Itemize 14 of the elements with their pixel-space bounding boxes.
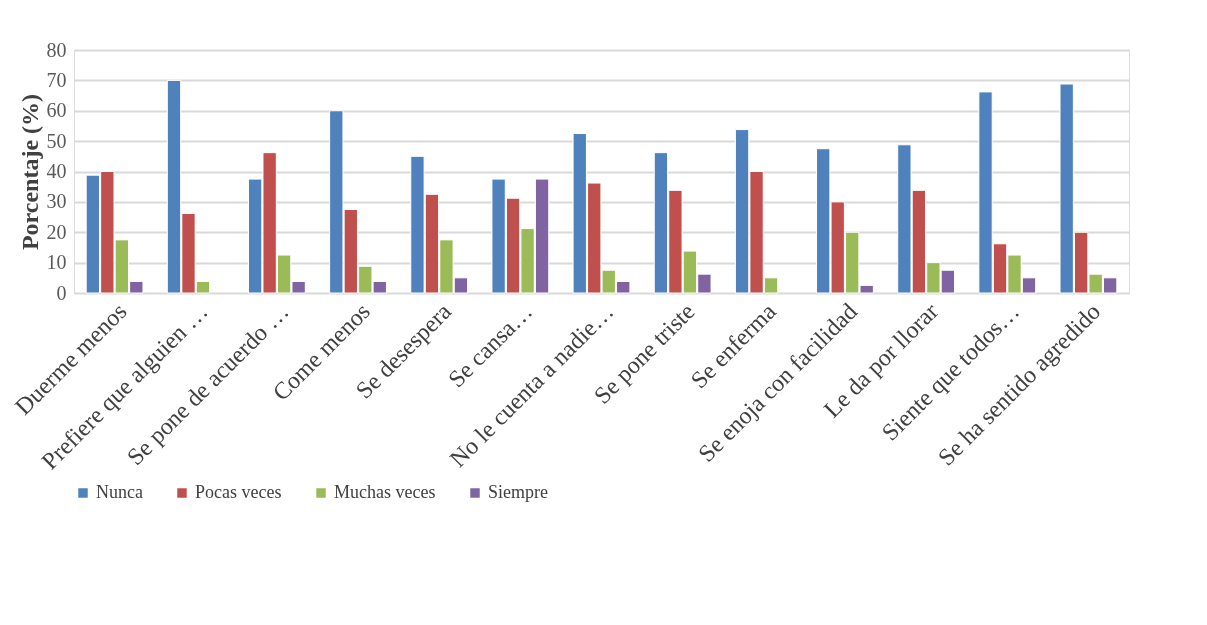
y-tick-label: 70: [46, 68, 67, 91]
y-axis-title: Porcentaje (%): [16, 93, 43, 251]
legend-label: Siempre: [488, 482, 548, 502]
y-tick-label: 30: [46, 190, 67, 213]
y-tick-label: 60: [46, 99, 67, 122]
y-tick-label: 50: [46, 129, 67, 152]
legend-label: Nunca: [96, 482, 143, 502]
legend-label: Pocas veces: [195, 482, 282, 502]
y-tick-label: 80: [46, 38, 67, 61]
y-tick-label: 40: [46, 160, 67, 182]
y-tick-label: 20: [46, 220, 67, 243]
y-tick-label: 0: [56, 281, 67, 304]
y-tick-label: 10: [46, 251, 67, 274]
legend-label: Muchas veces: [334, 482, 436, 502]
